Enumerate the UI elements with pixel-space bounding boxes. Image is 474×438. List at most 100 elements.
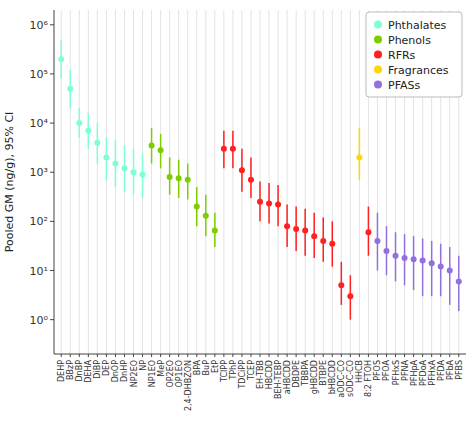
grid-line-x — [160, 10, 161, 354]
grid-line-x — [232, 10, 233, 354]
point — [266, 201, 272, 207]
x-tick — [449, 354, 450, 357]
point — [374, 238, 380, 244]
legend-label: Phthalates — [388, 19, 447, 32]
point — [94, 140, 100, 146]
legend: PhthalatesPhenolsRFRsFragrancesPFASs — [366, 12, 462, 97]
grid-line-x — [350, 10, 351, 354]
grid-line-x — [124, 10, 125, 354]
grid-line-x — [79, 10, 80, 354]
x-tick-label: PFOS — [373, 360, 382, 381]
x-tick — [413, 354, 414, 357]
y-tick — [50, 270, 54, 271]
point — [176, 175, 182, 181]
point — [257, 199, 263, 205]
x-tick — [350, 354, 351, 357]
x-tick — [341, 354, 342, 357]
x-tick — [431, 354, 432, 357]
x-tick — [214, 354, 215, 357]
x-tick — [386, 354, 387, 357]
x-tick — [287, 354, 288, 357]
x-tick — [205, 354, 206, 357]
point — [383, 248, 389, 254]
point — [456, 278, 462, 284]
series — [58, 40, 145, 198]
grid-line-x — [314, 10, 315, 354]
point — [194, 204, 200, 210]
x-tick-label: NP2EO — [130, 360, 139, 387]
grid-line-x — [305, 10, 306, 354]
error-bar — [413, 236, 415, 290]
point — [158, 147, 164, 153]
error-bar — [431, 241, 433, 296]
point — [239, 167, 245, 173]
point — [402, 255, 408, 261]
error-bar — [422, 238, 424, 296]
x-tick-label: PFbA — [446, 359, 455, 380]
y-tick-label: 10⁰ — [30, 314, 49, 327]
error-bar — [359, 128, 361, 180]
x-tick — [440, 354, 441, 357]
x-tick — [88, 354, 89, 357]
grid-line-x — [88, 10, 89, 354]
point — [221, 146, 227, 152]
y-tick — [50, 172, 54, 173]
point — [103, 154, 109, 160]
x-tick-label: TDCiPP — [238, 360, 247, 390]
x-tick — [404, 354, 405, 357]
x-tick — [260, 354, 261, 357]
grid-line-x — [196, 10, 197, 354]
error-bar — [449, 247, 451, 305]
point — [411, 256, 417, 262]
x-tick — [133, 354, 134, 357]
x-tick-label: DiBP — [93, 360, 102, 379]
series — [374, 213, 461, 311]
legend-marker — [374, 36, 382, 44]
x-tick-label: EH-TBB — [256, 360, 265, 389]
x-tick — [160, 354, 161, 357]
series — [356, 128, 362, 180]
point — [167, 174, 173, 180]
grid-line-x — [296, 10, 297, 354]
x-tick-label: OP2EO — [166, 360, 175, 388]
grid-line-x — [341, 10, 342, 354]
x-tick — [323, 354, 324, 357]
point — [365, 229, 371, 235]
legend-marker — [374, 51, 382, 59]
grid-line-x — [178, 10, 179, 354]
grid-line-x — [169, 10, 170, 354]
x-tick — [142, 354, 143, 357]
legend-marker — [374, 21, 382, 29]
x-tick-label: aHBCDD — [283, 360, 292, 394]
x-tick-label: DnHP — [120, 360, 129, 382]
point — [347, 293, 353, 299]
grid-line-x — [359, 10, 360, 354]
point — [447, 268, 453, 274]
point — [76, 120, 82, 126]
x-tick-label: sODC-CO — [346, 360, 355, 397]
point — [67, 86, 73, 92]
x-tick-label: PFDoA — [419, 359, 428, 385]
chart: 10⁰10¹10²10³10⁴10⁵10⁶DEHPBBzPDnBPDEHADiB… — [0, 0, 474, 438]
x-tick-label: DEHA — [84, 359, 93, 382]
y-tick-label: 10³ — [30, 166, 48, 179]
point — [149, 142, 155, 148]
x-tick — [250, 354, 251, 357]
x-tick-label: BTBPE — [319, 360, 328, 386]
x-tick — [377, 354, 378, 357]
grid-line-x — [214, 10, 215, 354]
x-tick — [115, 354, 116, 357]
y-tick — [50, 24, 54, 25]
x-tick — [79, 354, 80, 357]
x-tick-label: 2,4-DHBZON — [184, 360, 193, 411]
legend-marker — [374, 66, 382, 74]
x-tick — [169, 354, 170, 357]
x-tick — [106, 354, 107, 357]
grid-line-x — [97, 10, 98, 354]
point — [320, 238, 326, 244]
x-tick-label: PFHxA — [428, 359, 437, 385]
grid-line-x — [323, 10, 324, 354]
x-tick-label: PFHpA — [410, 359, 419, 386]
y-tick — [50, 73, 54, 74]
y-tick-label: 10² — [30, 215, 48, 228]
